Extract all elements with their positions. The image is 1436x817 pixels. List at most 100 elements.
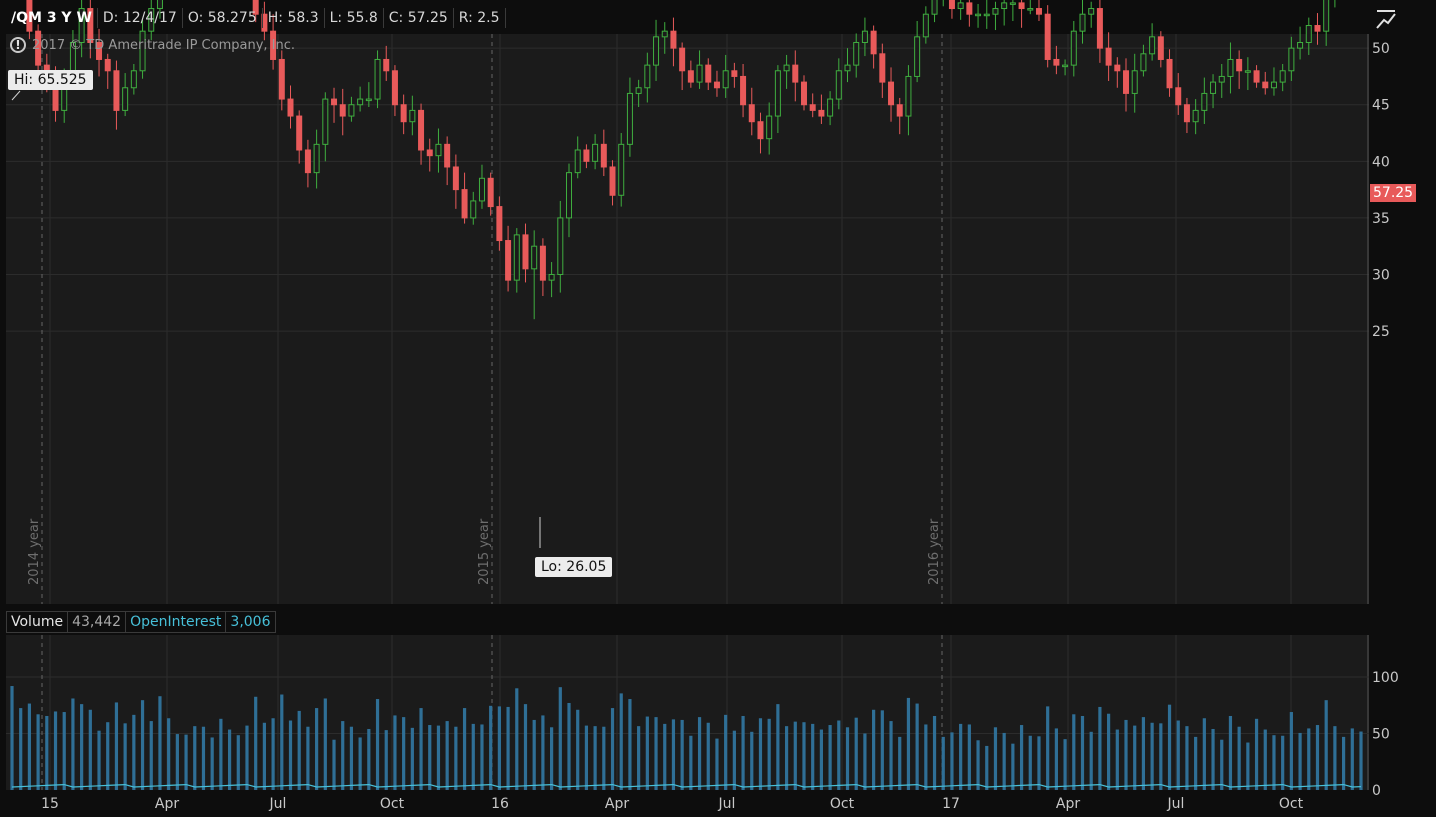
candle-body xyxy=(670,30,677,49)
volume-bar xyxy=(149,721,153,790)
volume-bar xyxy=(1167,704,1172,790)
price-panel xyxy=(6,34,1369,604)
candle-body xyxy=(496,206,503,242)
symbol-label[interactable]: /QM 3 Y W xyxy=(6,8,98,28)
candle-body xyxy=(1105,47,1112,66)
drawing-tool-icon[interactable] xyxy=(1375,8,1397,30)
volume-bar xyxy=(1333,726,1337,790)
volume-tick-label: 50 xyxy=(1372,727,1390,743)
volume-bar xyxy=(1037,736,1041,790)
volume-bar xyxy=(1115,729,1119,790)
volume-bar xyxy=(1159,723,1163,790)
volume-bar xyxy=(1063,739,1067,790)
candle-body xyxy=(391,70,398,106)
volume-bar xyxy=(384,730,388,790)
candle-body xyxy=(374,58,381,100)
volume-bar xyxy=(315,708,319,790)
volume-tick-label: 0 xyxy=(1372,783,1381,799)
volume-bar xyxy=(959,723,963,790)
volume-bar xyxy=(1054,728,1058,790)
volume-bar xyxy=(906,697,911,790)
volume-bar xyxy=(523,704,528,790)
candle-body xyxy=(827,98,834,117)
volume-bar xyxy=(741,715,745,790)
candle-body xyxy=(975,13,982,17)
open-interest-value: 3,006 xyxy=(226,611,276,633)
volume-bar xyxy=(1107,713,1111,790)
copyright-text: 2017 © TD Ameritrade IP Company, Inc. xyxy=(32,37,296,53)
candle-body xyxy=(1244,70,1251,73)
volume-bar xyxy=(62,712,66,790)
open-interest-line xyxy=(11,783,1362,788)
candle-body xyxy=(1279,70,1286,83)
volume-label[interactable]: Volume xyxy=(6,611,69,633)
price-tick-label: 45 xyxy=(1372,98,1390,114)
volume-bar xyxy=(724,714,728,790)
volume-bar xyxy=(489,705,493,790)
year-marker-label: 2016 year xyxy=(927,518,942,585)
volume-bar xyxy=(1011,743,1015,790)
candle-body xyxy=(26,0,33,32)
volume-bar xyxy=(610,708,615,790)
volume-bar xyxy=(515,688,519,790)
candle-body xyxy=(1297,41,1304,49)
volume-bar xyxy=(1359,731,1363,790)
volume-bar xyxy=(1341,736,1346,790)
candle-body xyxy=(1070,30,1077,66)
high-value: H: 58.3 xyxy=(263,8,325,28)
volume-bar xyxy=(1324,700,1328,790)
candle-body xyxy=(461,189,468,219)
volume-bar xyxy=(53,711,58,790)
volume-bar xyxy=(445,721,449,790)
candle-body xyxy=(1218,75,1225,83)
candle-body xyxy=(357,98,364,106)
candle-body xyxy=(870,30,877,55)
time-axis: 15 Apr Jul Oct 16 Apr Jul Oct 17 Apr Jul Oct xyxy=(41,796,1304,812)
volume-bar xyxy=(106,722,110,790)
volume-bar xyxy=(697,717,702,790)
open-interest-label[interactable]: OpenInterest xyxy=(126,611,227,633)
candle-body xyxy=(1166,58,1173,89)
candle-body xyxy=(1123,70,1130,94)
volume-bar xyxy=(1246,742,1250,790)
candle-body xyxy=(296,115,303,151)
candle-body xyxy=(644,64,651,89)
volume-bar xyxy=(1089,731,1093,790)
info-icon[interactable]: ! xyxy=(10,37,26,53)
time-tick-label: 16 xyxy=(491,796,509,812)
volume-bar xyxy=(436,725,441,790)
volume-bar xyxy=(1046,706,1050,790)
volume-bar xyxy=(1019,725,1024,790)
volume-bar xyxy=(532,719,536,790)
candle-body xyxy=(113,70,120,111)
year-marker-label: 2014 year xyxy=(27,518,42,585)
volume-bar xyxy=(358,737,362,790)
volume-bar xyxy=(140,700,145,790)
candle-body xyxy=(531,245,538,270)
candle-body xyxy=(1262,81,1269,89)
candle-body xyxy=(470,200,477,219)
candle-body xyxy=(1131,70,1138,94)
candle-body xyxy=(696,64,703,83)
volume-bar xyxy=(323,698,327,790)
candle-body xyxy=(444,143,451,168)
volume-bar xyxy=(349,726,354,790)
candle-body xyxy=(418,109,425,151)
volume-bar xyxy=(941,736,945,790)
volume-bar xyxy=(1281,735,1285,790)
time-tick-label: Oct xyxy=(830,796,855,812)
volume-bar xyxy=(236,735,240,790)
volume-bar xyxy=(280,694,284,790)
volume-bar xyxy=(36,714,40,790)
candle-body xyxy=(365,98,372,102)
volume-bar xyxy=(480,724,484,790)
volume-bar xyxy=(637,726,641,790)
candle-body xyxy=(679,47,686,72)
volume-bar xyxy=(201,726,206,790)
volume-bar xyxy=(976,740,980,790)
candle-body xyxy=(522,234,529,270)
candle-body xyxy=(1192,109,1199,123)
volume-bar xyxy=(1350,728,1354,790)
volume-bar xyxy=(332,739,336,790)
volume-bar xyxy=(462,708,467,790)
